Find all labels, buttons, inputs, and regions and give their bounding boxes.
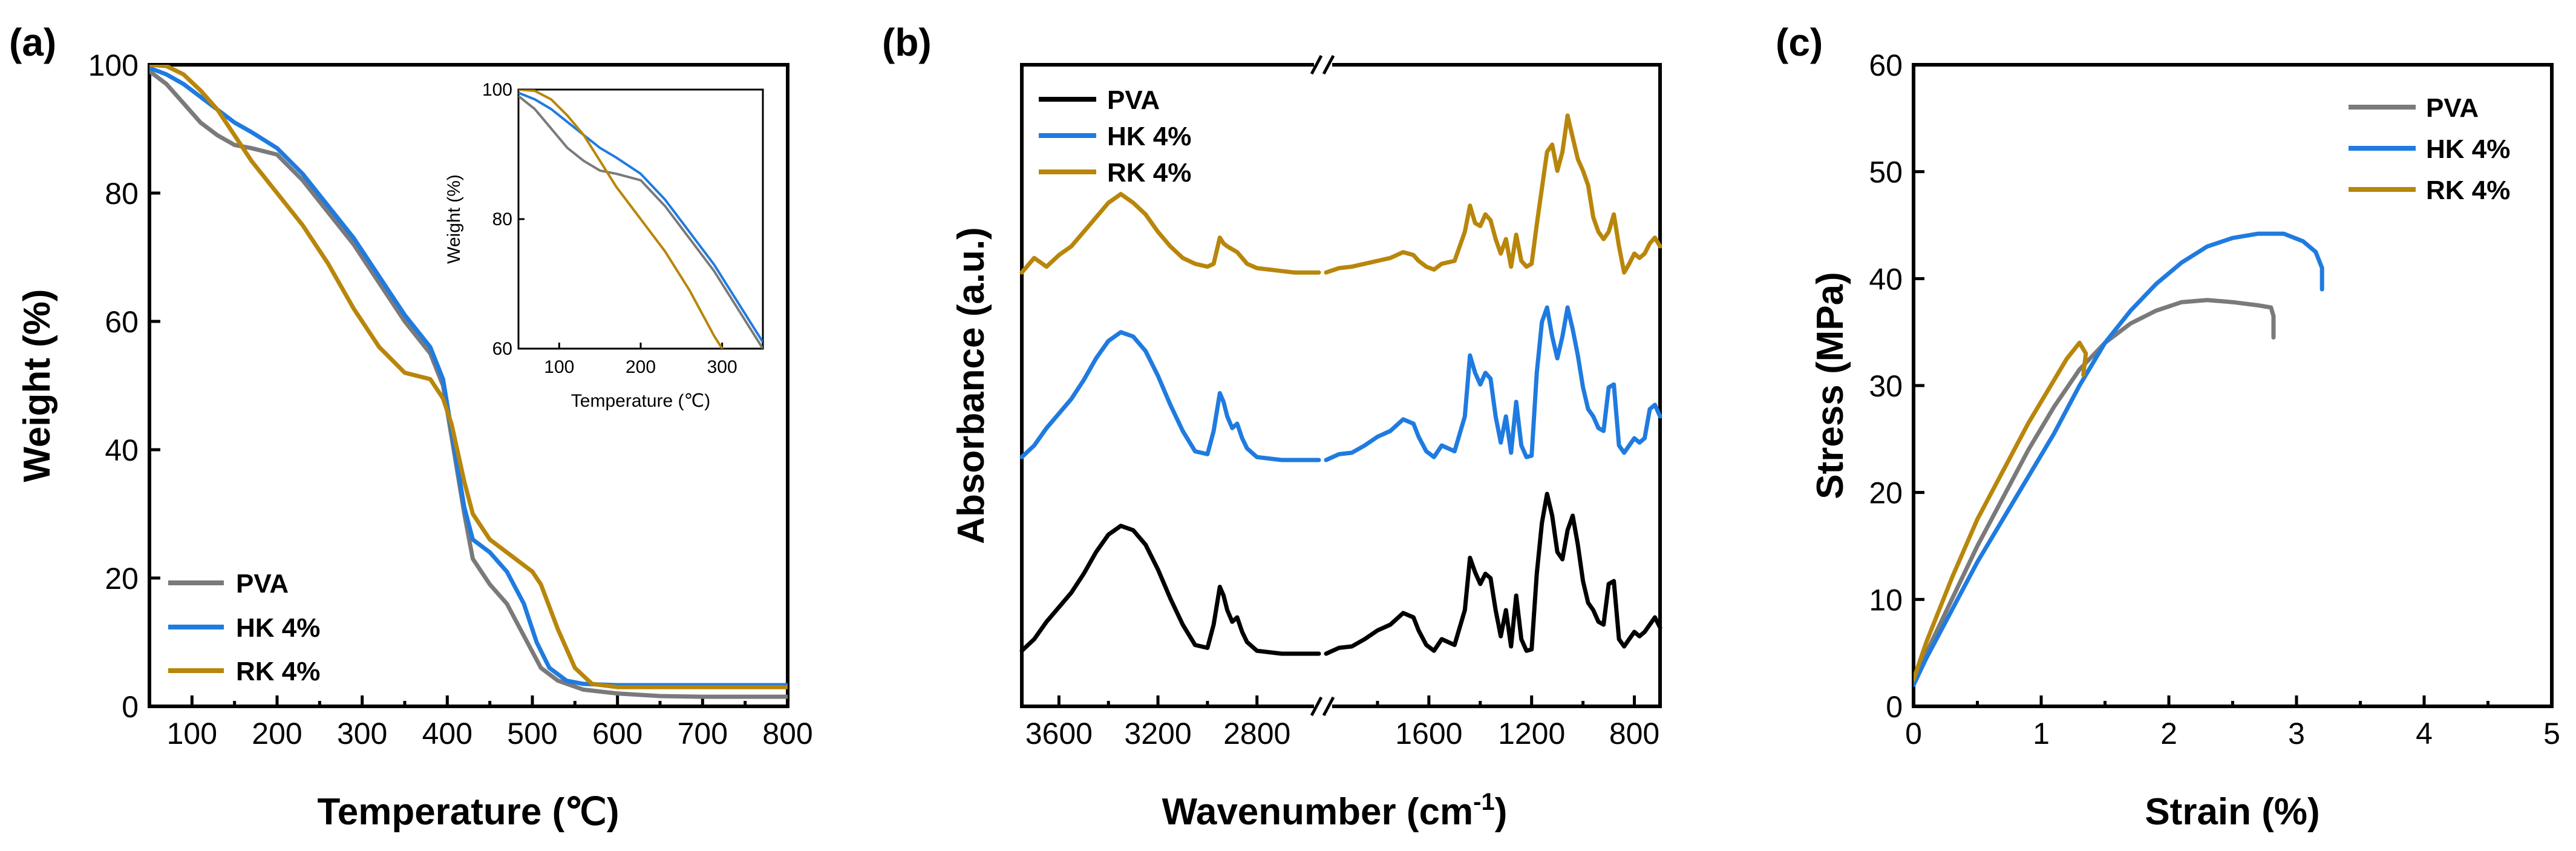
series-line-pva	[518, 95, 763, 349]
panel-a-frame	[148, 63, 789, 708]
legend-label-pva: PVA	[236, 569, 289, 599]
axis-break-top	[1310, 54, 1335, 75]
x-tick-label: 700	[678, 717, 728, 751]
x-tick-label: 0	[1905, 717, 1922, 751]
panel-a-x-ticks: 100 200 300 400 500 600 700 800	[167, 695, 813, 751]
series-line-rk-4-	[518, 90, 724, 349]
x-tick-label: 1600	[1395, 717, 1462, 751]
panel-a-x-label: Temperature (℃)	[317, 791, 619, 833]
legend-label-rk: RK 4%	[2426, 176, 2510, 205]
y-tick-label: 40	[1869, 262, 1903, 296]
legend-label-hk: HK 4%	[236, 613, 320, 643]
x-tick-label: 600	[592, 717, 642, 751]
x-tick-label: 300	[337, 717, 387, 751]
y-tick-label: 50	[1869, 156, 1903, 189]
x-tick-label: 2800	[1223, 717, 1290, 751]
series-line-rk-4-	[149, 65, 788, 689]
panel-b-y-label: Absorbance (a.u.)	[950, 227, 992, 544]
x-tick-label: 1200	[1498, 717, 1565, 751]
panel-c: (c) 0 1 2 3 4 5 0 10 20 30 40 50 60 Strain (%) Stre…	[1776, 21, 2560, 833]
series-line-hk-4-	[518, 91, 763, 343]
series-line-pva	[149, 69, 788, 699]
legend-label-hk: HK 4%	[1107, 122, 1191, 151]
series-line-hk-4-	[149, 65, 788, 688]
x-tick-label: 3200	[1124, 717, 1191, 751]
series-line-hk-4-	[1914, 231, 2324, 688]
x-tick-label: 200	[252, 717, 302, 751]
legend-label-rk: RK 4%	[1107, 158, 1191, 188]
spectrum-hk-4--segment-2	[1324, 305, 1662, 462]
panel-c-legend: PVA HK 4% RK 4%	[2349, 93, 2510, 205]
x-tick-label: 5	[2543, 717, 2560, 751]
y-tick-label: 10	[1869, 583, 1903, 617]
y-tick-label: 100	[482, 80, 512, 100]
inset-y-ticks: 60 80 100	[482, 80, 525, 359]
x-tick-label: 4	[2416, 717, 2433, 751]
spectrum-rk-4--segment-2	[1324, 113, 1662, 275]
legend-label-pva: PVA	[1107, 85, 1160, 115]
x-tick-label: 200	[626, 357, 656, 377]
x-tick-label: 2	[2160, 717, 2177, 751]
panel-a: (a) 100 200 300 400 500 600 700 800 02040608010…	[9, 21, 813, 833]
panel-b-legend: PVA HK 4% RK 4%	[1039, 85, 1191, 188]
x-tick-label: 300	[707, 357, 737, 377]
y-tick-label: 30	[1869, 369, 1903, 403]
panel-b-x-label: Wavenumber (cm-1)	[1162, 789, 1508, 833]
panel-a-label: (a)	[9, 21, 56, 64]
y-tick-label: 40	[105, 433, 139, 467]
x-tick-label: 1	[2033, 717, 2050, 751]
series-line-rk-4-	[1914, 340, 2088, 682]
panel-a-legend: PVA HK 4% RK 4%	[168, 569, 320, 686]
panel-b-frame	[1020, 63, 1662, 708]
panel-c-x-ticks: 0 1 2 3 4 5	[1905, 695, 2560, 751]
panel-b-label: (b)	[882, 21, 932, 64]
panel-a-inset: 100 200 300 60 80 100 Temperature (℃) Weight…	[444, 80, 764, 411]
spectrum-hk-4--segment-1	[1019, 330, 1321, 462]
y-tick-label: 0	[122, 690, 139, 724]
x-tick-label: 400	[422, 717, 472, 751]
legend-label-rk: RK 4%	[236, 657, 320, 686]
panel-c-label: (c)	[1776, 21, 1823, 64]
spectrum-pva-segment-2	[1324, 491, 1662, 656]
panel-a-y-label: Weight (%)	[16, 289, 58, 482]
y-tick-label: 60	[105, 305, 139, 339]
panel-b: (b) 3600 3200 2800 1600 1200 800 Wavenumber (…	[882, 21, 1662, 833]
inset-y-label: Weight (%)	[444, 174, 464, 264]
x-tick-label: 100	[544, 357, 574, 377]
series-line-pva	[1914, 298, 2276, 688]
spectrum-pva-segment-1	[1019, 524, 1321, 656]
panel-c-y-ticks: 0 10 20 30 40 50 60	[1869, 48, 1924, 724]
inset-x-label: Temperature (℃)	[571, 391, 710, 411]
x-tick-label: 800	[1609, 717, 1659, 751]
x-tick-label: 100	[167, 717, 217, 751]
y-tick-label: 60	[492, 339, 512, 359]
y-tick-label: 20	[105, 562, 139, 596]
inset-series	[518, 90, 763, 349]
y-tick-label: 20	[1869, 476, 1903, 510]
axis-break-bottom	[1310, 696, 1335, 717]
x-tick-label: 500	[507, 717, 557, 751]
y-tick-label: 100	[88, 48, 139, 82]
y-tick-label: 0	[1886, 690, 1903, 724]
panel-c-y-label: Stress (MPa)	[1809, 272, 1851, 499]
panel-b-series	[1019, 113, 1662, 656]
panel-c-series	[1914, 231, 2324, 688]
legend-label-hk: HK 4%	[2426, 134, 2510, 164]
x-tick-label: 3	[2288, 717, 2305, 751]
panel-b-x-ticks: 3600 3200 2800 1600 1200 800	[1025, 695, 1659, 751]
y-tick-label: 80	[105, 177, 139, 211]
panel-c-x-label: Strain (%)	[2145, 791, 2319, 833]
y-tick-label: 60	[1869, 48, 1903, 82]
panel-a-series	[149, 65, 788, 699]
legend-label-pva: PVA	[2426, 93, 2479, 123]
spectrum-rk-4--segment-1	[1019, 192, 1321, 275]
panel-a-y-ticks: 0 20 40 60 80 100	[88, 48, 160, 724]
x-tick-label: 800	[762, 717, 812, 751]
y-tick-label: 80	[492, 209, 512, 229]
inset-x-ticks: 100 200 300	[544, 343, 737, 377]
x-tick-label: 3600	[1025, 717, 1093, 751]
